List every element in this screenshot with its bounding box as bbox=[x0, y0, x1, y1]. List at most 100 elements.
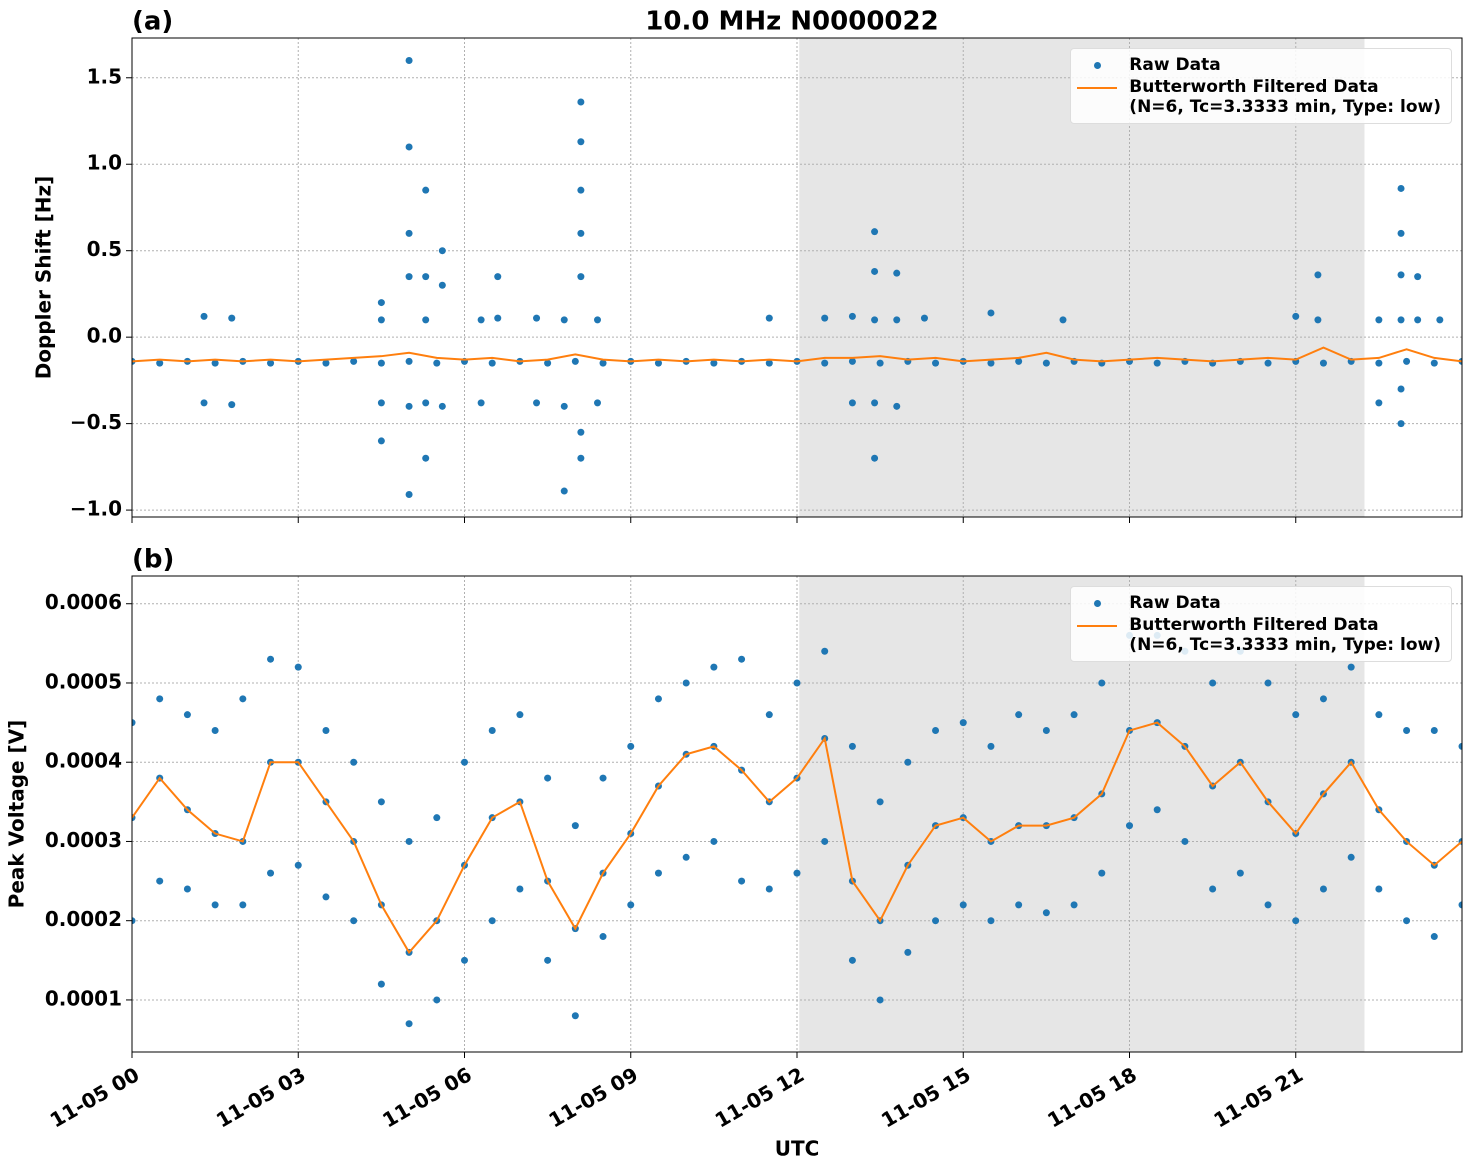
raw-point bbox=[1458, 901, 1462, 909]
raw-point bbox=[738, 655, 746, 663]
raw-point bbox=[422, 399, 430, 407]
raw-point bbox=[1414, 273, 1422, 281]
raw-point bbox=[405, 491, 413, 499]
raw-point bbox=[488, 727, 496, 735]
raw-point bbox=[183, 711, 191, 719]
y-tick-label: −1.0 bbox=[70, 497, 122, 521]
raw-point bbox=[377, 359, 385, 367]
raw-point bbox=[765, 711, 773, 719]
legend-label: Raw Data bbox=[1129, 55, 1221, 75]
raw-point bbox=[350, 917, 358, 925]
legend-marker bbox=[1094, 600, 1102, 607]
raw-point bbox=[765, 885, 773, 893]
raw-point bbox=[1397, 271, 1405, 279]
raw-point bbox=[1042, 359, 1050, 367]
raw-point bbox=[893, 269, 901, 277]
raw-point bbox=[228, 314, 236, 322]
raw-point bbox=[1209, 885, 1217, 893]
raw-point bbox=[1070, 711, 1078, 719]
raw-point bbox=[533, 399, 541, 407]
raw-point bbox=[577, 138, 585, 146]
y-tick-label: 0.0003 bbox=[45, 828, 122, 852]
raw-point bbox=[987, 742, 995, 750]
raw-point bbox=[876, 359, 884, 367]
raw-point bbox=[405, 402, 413, 410]
raw-point bbox=[920, 314, 928, 322]
raw-point bbox=[1264, 679, 1272, 687]
raw-point bbox=[1430, 727, 1438, 735]
raw-point bbox=[1292, 312, 1300, 320]
y-tick-label: 0.0 bbox=[87, 324, 122, 348]
legend: Raw Data Butterworth Filtered Data (N=6, … bbox=[1070, 48, 1452, 124]
raw-point bbox=[904, 758, 912, 766]
y-tick-label: 0.0002 bbox=[45, 907, 122, 931]
raw-point bbox=[571, 1012, 579, 1020]
raw-point bbox=[932, 727, 940, 735]
raw-point bbox=[422, 273, 430, 281]
raw-point bbox=[377, 399, 385, 407]
raw-point bbox=[322, 893, 330, 901]
raw-point bbox=[848, 312, 856, 320]
raw-point bbox=[422, 316, 430, 324]
raw-point bbox=[1375, 885, 1383, 893]
raw-point bbox=[654, 695, 662, 703]
raw-point bbox=[876, 798, 884, 806]
filtered-line bbox=[132, 346, 1462, 363]
raw-point bbox=[494, 314, 502, 322]
y-axis-label: Doppler Shift [Hz] bbox=[32, 176, 56, 380]
raw-point bbox=[560, 316, 568, 324]
raw-point bbox=[1375, 316, 1383, 324]
raw-point bbox=[377, 316, 385, 324]
raw-point bbox=[1264, 901, 1272, 909]
raw-point bbox=[239, 901, 247, 909]
raw-point bbox=[544, 956, 552, 964]
raw-point bbox=[156, 359, 164, 367]
raw-point bbox=[132, 917, 136, 925]
raw-point bbox=[516, 711, 524, 719]
raw-point bbox=[1015, 901, 1023, 909]
raw-point bbox=[987, 309, 995, 317]
raw-point bbox=[1347, 663, 1355, 671]
raw-point bbox=[738, 877, 746, 885]
raw-point bbox=[405, 837, 413, 845]
raw-point bbox=[377, 437, 385, 445]
raw-point bbox=[932, 359, 940, 367]
raw-point bbox=[560, 402, 568, 410]
raw-point bbox=[350, 357, 358, 365]
raw-point bbox=[848, 399, 856, 407]
legend-item: Butterworth Filtered Data (N=6, Tc=3.333… bbox=[1077, 77, 1441, 117]
raw-point bbox=[1314, 316, 1322, 324]
legend-key bbox=[1077, 593, 1117, 613]
raw-point bbox=[654, 869, 662, 877]
raw-point bbox=[544, 359, 552, 367]
axes-frame bbox=[131, 37, 1463, 518]
raw-point bbox=[200, 312, 208, 320]
raw-point bbox=[1209, 679, 1217, 687]
raw-point bbox=[350, 758, 358, 766]
raw-point bbox=[377, 980, 385, 988]
raw-point bbox=[1042, 909, 1050, 917]
raw-point bbox=[267, 869, 275, 877]
raw-point bbox=[1458, 742, 1462, 750]
raw-point bbox=[871, 316, 879, 324]
x-axis-label: UTC bbox=[775, 1137, 820, 1161]
raw-point bbox=[1314, 271, 1322, 279]
axes-frame bbox=[131, 575, 1463, 1053]
raw-point bbox=[765, 359, 773, 367]
raw-point bbox=[871, 454, 879, 462]
raw-point bbox=[1397, 420, 1405, 428]
raw-point bbox=[710, 359, 718, 367]
raw-point bbox=[405, 273, 413, 281]
y-tick-label: 1.5 bbox=[87, 64, 122, 88]
raw-point bbox=[1375, 399, 1383, 407]
x-tick-label: 11-05 03 bbox=[212, 1062, 310, 1132]
raw-point bbox=[1292, 711, 1300, 719]
raw-point bbox=[1397, 316, 1405, 324]
legend-marker bbox=[1094, 62, 1102, 69]
raw-point bbox=[200, 399, 208, 407]
raw-point bbox=[211, 901, 219, 909]
raw-point bbox=[871, 228, 879, 236]
x-tick-label: 11-05 15 bbox=[877, 1062, 975, 1132]
raw-point bbox=[1319, 695, 1327, 703]
raw-point bbox=[577, 454, 585, 462]
